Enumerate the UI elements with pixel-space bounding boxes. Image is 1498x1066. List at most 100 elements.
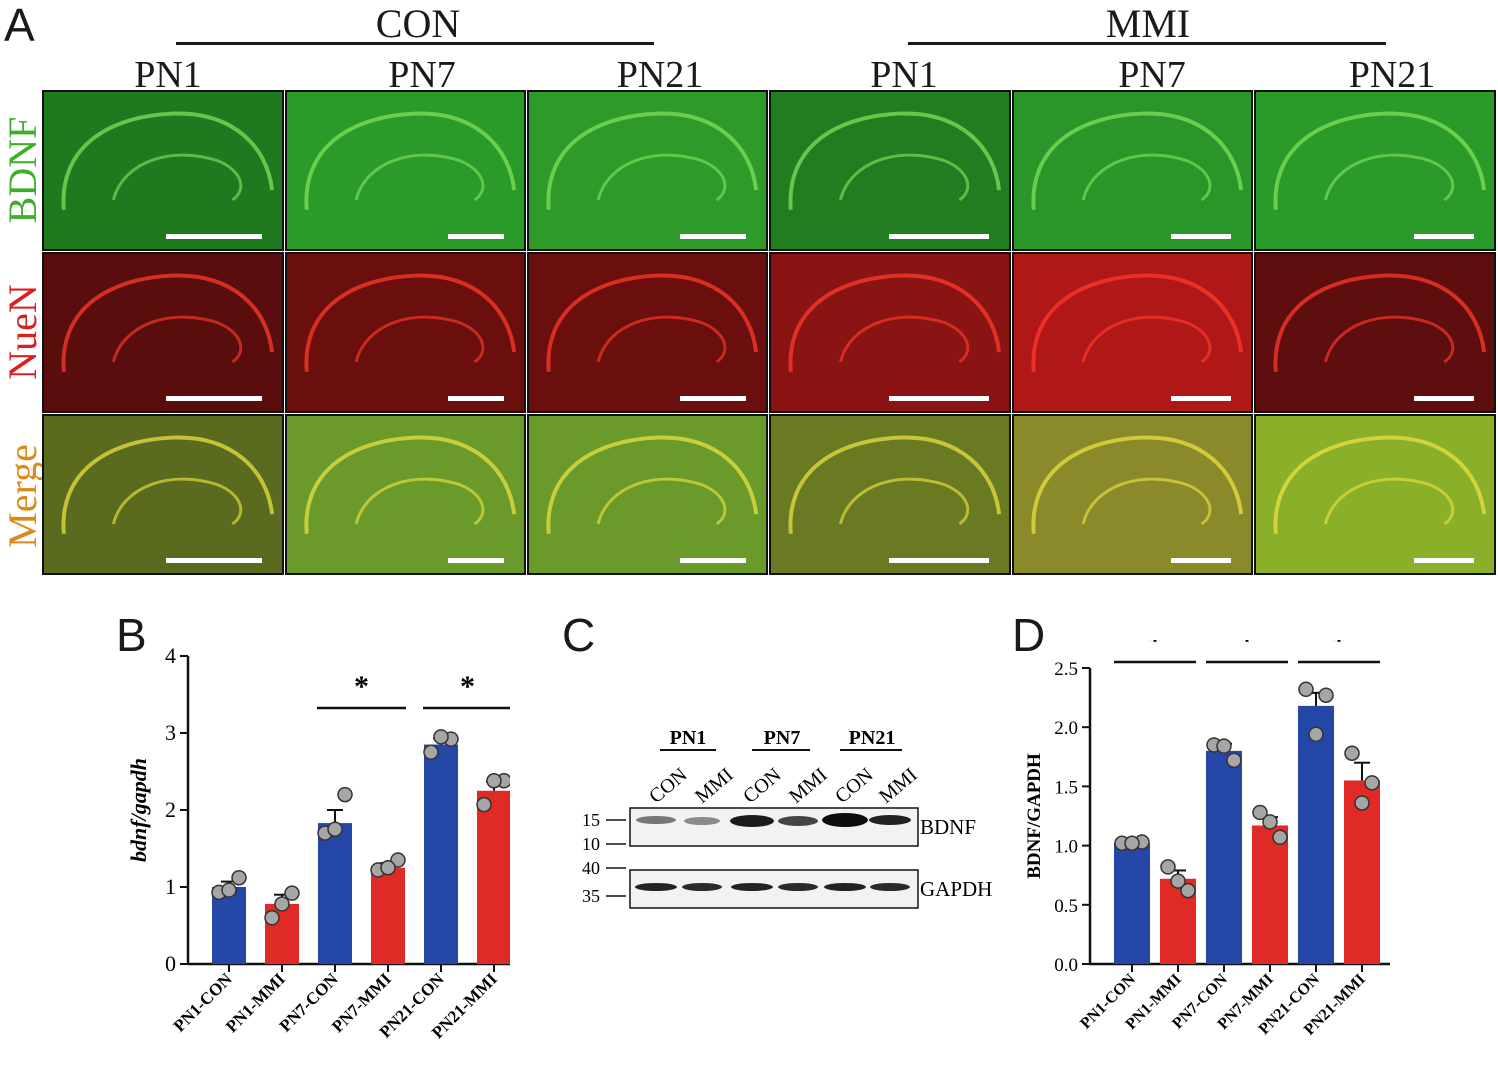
y-tick-label: 1 [165,874,176,899]
column-label-mmi-pn1: PN1 [870,54,938,96]
y-tick-label: 0.0 [1054,955,1078,976]
scale-bar [166,558,262,563]
hippocampus-ca-layer [788,111,1002,210]
column-label-mmi-pn7: PN7 [1118,54,1186,96]
bar-pn7-mmi [1252,825,1288,964]
data-point [1298,681,1314,698]
data-point [1344,745,1360,761]
data-point [1216,738,1232,754]
hippocampus-ca-layer [1031,273,1244,372]
micrograph-bdnf-mmi-pn21 [1254,90,1496,251]
hippocampus-dentate-layer [838,477,970,526]
blot-lane-label: CON [645,764,691,808]
hippocampus-dentate-layer [1081,153,1212,202]
scale-bar [680,558,746,563]
data-point [327,821,343,837]
hippocampus-ca-layer [61,111,275,210]
hippocampus-ca-layer [546,273,759,372]
micrograph-bdnf-con-pn7 [285,90,526,251]
scale-bar [448,558,504,563]
hippocampus-dentate-layer [111,315,243,364]
hippocampus-ca-layer [788,435,1002,534]
y-tick-label: 1.5 [1054,777,1078,798]
significance-star: * [460,670,475,703]
blot-lane-label: CON [831,764,877,808]
data-point [1272,829,1288,846]
bar-pn7-con [318,823,352,964]
hippocampus-dentate-layer [596,153,727,202]
data-point [380,860,396,876]
micrograph-nuen-con-pn7 [285,252,526,413]
data-point [1252,804,1268,821]
significance-star: * [1148,640,1163,657]
column-label-con-pn1: PN1 [134,54,202,96]
micrograph-nuen-mmi-pn21 [1254,252,1496,413]
blot-period-pn7: PN7 [764,727,801,749]
data-point [284,885,300,901]
data-point [433,729,449,745]
scale-bar [680,234,746,239]
western-blot: PN1 PN7 PN21 CON MMI CON MMI CON MMI 15 … [560,720,1020,920]
hippocampus-dentate-layer [838,153,970,202]
bar-pn21-con [1298,705,1334,964]
western-blot-figure: PN1 PN7 PN21 CON MMI CON MMI CON MMI 15 … [582,727,992,909]
scale-bar [680,396,746,401]
significance-star: * [1240,640,1255,657]
bar-pn21-mmi [1344,780,1380,964]
y-axis-label: BDNF/GAPDH [1024,753,1045,879]
panel-a-letter: A [4,0,35,51]
hippocampus-ca-layer [546,111,759,210]
data-point [486,772,502,789]
blot-band-bdnf [730,815,774,827]
micrograph-bdnf-mmi-pn1 [769,90,1011,251]
micrograph-merge-con-pn7 [285,414,526,575]
blot-band-bdnf [778,816,818,826]
blot-membrane-bdnf [629,807,919,847]
blot-band-gapdh [870,883,910,891]
micrograph-bdnf-con-pn1 [42,90,284,251]
hippocampus-dentate-layer [838,315,970,364]
bar-pn7-mmi [371,867,405,964]
blot-band-bdnf [636,816,676,824]
blot-membrane-gapdh [629,869,919,909]
micrograph-nuen-con-pn21 [527,252,768,413]
column-label-con-pn21: PN21 [616,54,704,96]
data-point [274,896,290,912]
y-tick-label: 2 [165,797,176,822]
blot-band-gapdh [682,883,722,891]
data-point [1180,882,1196,899]
data-point [1226,752,1242,769]
blot-band-gapdh [731,883,773,891]
y-tick-label: 1.0 [1054,837,1078,858]
hippocampus-ca-layer [1031,435,1244,534]
data-point [221,882,237,898]
scale-bar [889,396,989,401]
hippocampus-ca-layer [304,111,517,210]
group-line-mmi [908,42,1386,45]
bar-pn7-con [1206,750,1242,964]
y-tick-label: 2.5 [1054,659,1078,680]
micrograph-merge-mmi-pn21 [1254,414,1496,575]
scale-bar [448,396,504,401]
blot-lane-label: MMI [691,764,737,808]
bar-chart-bdnf-protein: 0.0 0.5 1.0 1.5 2.0 2.5 BDNF/GAPDH PN1-CON PN1-M… [1010,624,1410,1061]
blot-period-pn1: PN1 [670,727,707,749]
blot-band-bdnf [822,813,868,827]
blot-band-gapdh [824,883,866,891]
bar-pn21-con [424,744,458,964]
y-tick-label: 3 [165,720,176,745]
blot-marker-15: 15 [582,810,600,830]
panel-d-letter: D [1012,609,1046,661]
scale-bar [448,234,504,239]
scale-bar [1414,558,1474,563]
hippocampus-ca-layer [788,273,1002,372]
blot-lane-label: CON [739,764,785,808]
blot-period-pn21: PN21 [849,727,896,749]
data-point [1124,835,1140,851]
y-axis-label: bdnf/gapdh [126,758,151,862]
blot-marker-35: 35 [582,886,600,906]
blot-marker-10: 10 [582,834,600,854]
micrograph-merge-mmi-pn7 [1012,414,1253,575]
micrograph-bdnf-mmi-pn7 [1012,90,1253,251]
micrograph-merge-con-pn1 [42,414,284,575]
